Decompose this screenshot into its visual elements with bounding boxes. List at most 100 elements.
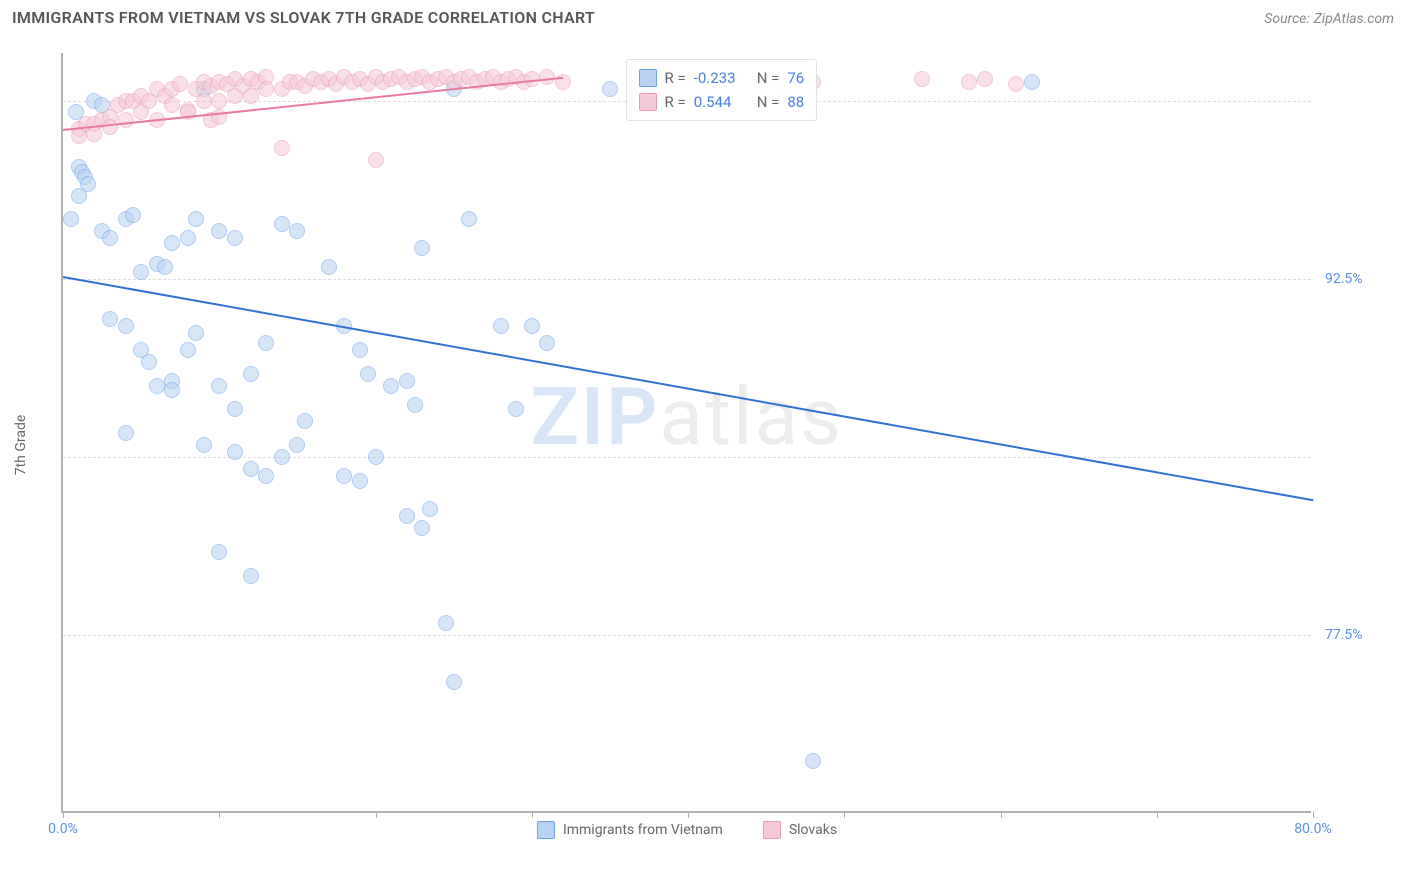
point-vietnam bbox=[360, 366, 376, 382]
point-slovaks bbox=[243, 88, 259, 104]
chart-header: IMMIGRANTS FROM VIETNAM VS SLOVAK 7TH GR… bbox=[0, 0, 1406, 35]
y-tick-label: 77.5% bbox=[1325, 627, 1363, 643]
gridline bbox=[63, 279, 1311, 280]
source-label: Source: bbox=[1264, 11, 1309, 27]
point-vietnam bbox=[602, 81, 618, 97]
chart-container: 7th Grade ZIPatlas Immigrants from Vietn… bbox=[13, 35, 1393, 855]
watermark: ZIPatlas bbox=[531, 370, 844, 464]
point-vietnam bbox=[63, 211, 79, 227]
x-tick bbox=[844, 811, 845, 818]
point-vietnam bbox=[274, 216, 290, 232]
point-vietnam bbox=[243, 568, 259, 584]
point-vietnam bbox=[141, 354, 157, 370]
r-value: 0.544 bbox=[694, 90, 749, 114]
y-tick-label: 92.5% bbox=[1325, 271, 1363, 287]
x-tick bbox=[1157, 811, 1158, 818]
point-slovaks bbox=[164, 97, 180, 113]
point-vietnam bbox=[446, 674, 462, 690]
legend-label-slovaks: Slovaks bbox=[789, 822, 837, 838]
point-slovaks bbox=[172, 76, 188, 92]
point-vietnam bbox=[118, 318, 134, 334]
point-vietnam bbox=[157, 259, 173, 275]
point-vietnam bbox=[539, 335, 555, 351]
point-slovaks bbox=[977, 71, 993, 87]
r-value: -0.233 bbox=[694, 66, 749, 90]
point-slovaks bbox=[118, 112, 134, 128]
point-vietnam bbox=[399, 373, 415, 389]
point-vietnam bbox=[211, 378, 227, 394]
n-label: N = bbox=[757, 66, 780, 90]
legend-label-vietnam: Immigrants from Vietnam bbox=[563, 822, 723, 838]
gridline bbox=[63, 635, 1311, 636]
point-vietnam bbox=[125, 207, 141, 223]
point-slovaks bbox=[1008, 76, 1024, 92]
point-vietnam bbox=[422, 501, 438, 517]
point-vietnam bbox=[1024, 74, 1040, 90]
x-tick bbox=[376, 811, 377, 818]
point-vietnam bbox=[321, 259, 337, 275]
point-vietnam bbox=[383, 378, 399, 394]
point-vietnam bbox=[243, 366, 259, 382]
swatch-vietnam-icon bbox=[537, 821, 555, 839]
point-vietnam bbox=[227, 444, 243, 460]
point-slovaks bbox=[258, 81, 274, 97]
gridline bbox=[63, 457, 1311, 458]
point-slovaks bbox=[274, 140, 290, 156]
point-vietnam bbox=[524, 318, 540, 334]
point-vietnam bbox=[352, 473, 368, 489]
swatch-slovaks-icon bbox=[763, 821, 781, 839]
x-tick bbox=[688, 811, 689, 818]
point-vietnam bbox=[289, 437, 305, 453]
legend-item-vietnam: Immigrants from Vietnam bbox=[537, 821, 723, 839]
point-vietnam bbox=[289, 223, 305, 239]
point-vietnam bbox=[352, 342, 368, 358]
chart-title: IMMIGRANTS FROM VIETNAM VS SLOVAK 7TH GR… bbox=[12, 8, 595, 27]
n-label: N = bbox=[757, 90, 780, 114]
bottom-legend: Immigrants from Vietnam Slovaks bbox=[537, 821, 837, 839]
correlation-legend: R =-0.233N =76R =0.544N =88 bbox=[626, 59, 818, 121]
point-vietnam bbox=[438, 615, 454, 631]
point-vietnam bbox=[368, 449, 384, 465]
plot-area: ZIPatlas Immigrants from Vietnam Slovaks… bbox=[61, 53, 1311, 813]
point-vietnam bbox=[164, 235, 180, 251]
point-vietnam bbox=[196, 437, 212, 453]
point-vietnam bbox=[188, 325, 204, 341]
point-vietnam bbox=[297, 413, 313, 429]
point-vietnam bbox=[211, 223, 227, 239]
chart-source: Source: ZipAtlas.com bbox=[1264, 8, 1394, 27]
point-vietnam bbox=[414, 520, 430, 536]
point-vietnam bbox=[407, 397, 423, 413]
point-vietnam bbox=[805, 753, 821, 769]
point-vietnam bbox=[133, 264, 149, 280]
point-vietnam bbox=[258, 335, 274, 351]
x-tick bbox=[1313, 811, 1314, 818]
point-vietnam bbox=[102, 230, 118, 246]
x-tick-label: 0.0% bbox=[48, 821, 78, 837]
watermark-atlas: atlas bbox=[659, 370, 843, 464]
x-tick bbox=[63, 811, 64, 818]
point-slovaks bbox=[368, 152, 384, 168]
point-vietnam bbox=[180, 230, 196, 246]
point-vietnam bbox=[461, 211, 477, 227]
point-vietnam bbox=[274, 449, 290, 465]
source-value: ZipAtlas.com bbox=[1314, 11, 1394, 27]
r-label: R = bbox=[665, 90, 686, 114]
x-tick-label: 80.0% bbox=[1294, 821, 1332, 837]
point-vietnam bbox=[188, 211, 204, 227]
point-vietnam bbox=[414, 240, 430, 256]
point-vietnam bbox=[336, 468, 352, 484]
y-axis-label: 7th Grade bbox=[13, 415, 29, 476]
point-slovaks bbox=[914, 71, 930, 87]
point-vietnam bbox=[149, 378, 165, 394]
point-slovaks bbox=[133, 104, 149, 120]
point-vietnam bbox=[508, 401, 524, 417]
legend-item-slovaks: Slovaks bbox=[763, 821, 837, 839]
point-vietnam bbox=[211, 544, 227, 560]
watermark-zip: ZIP bbox=[531, 370, 660, 464]
point-vietnam bbox=[399, 508, 415, 524]
point-vietnam bbox=[71, 188, 87, 204]
legend-row-slovaks: R =0.544N =88 bbox=[639, 90, 805, 114]
point-slovaks bbox=[211, 93, 227, 109]
point-vietnam bbox=[102, 311, 118, 327]
point-vietnam bbox=[118, 425, 134, 441]
